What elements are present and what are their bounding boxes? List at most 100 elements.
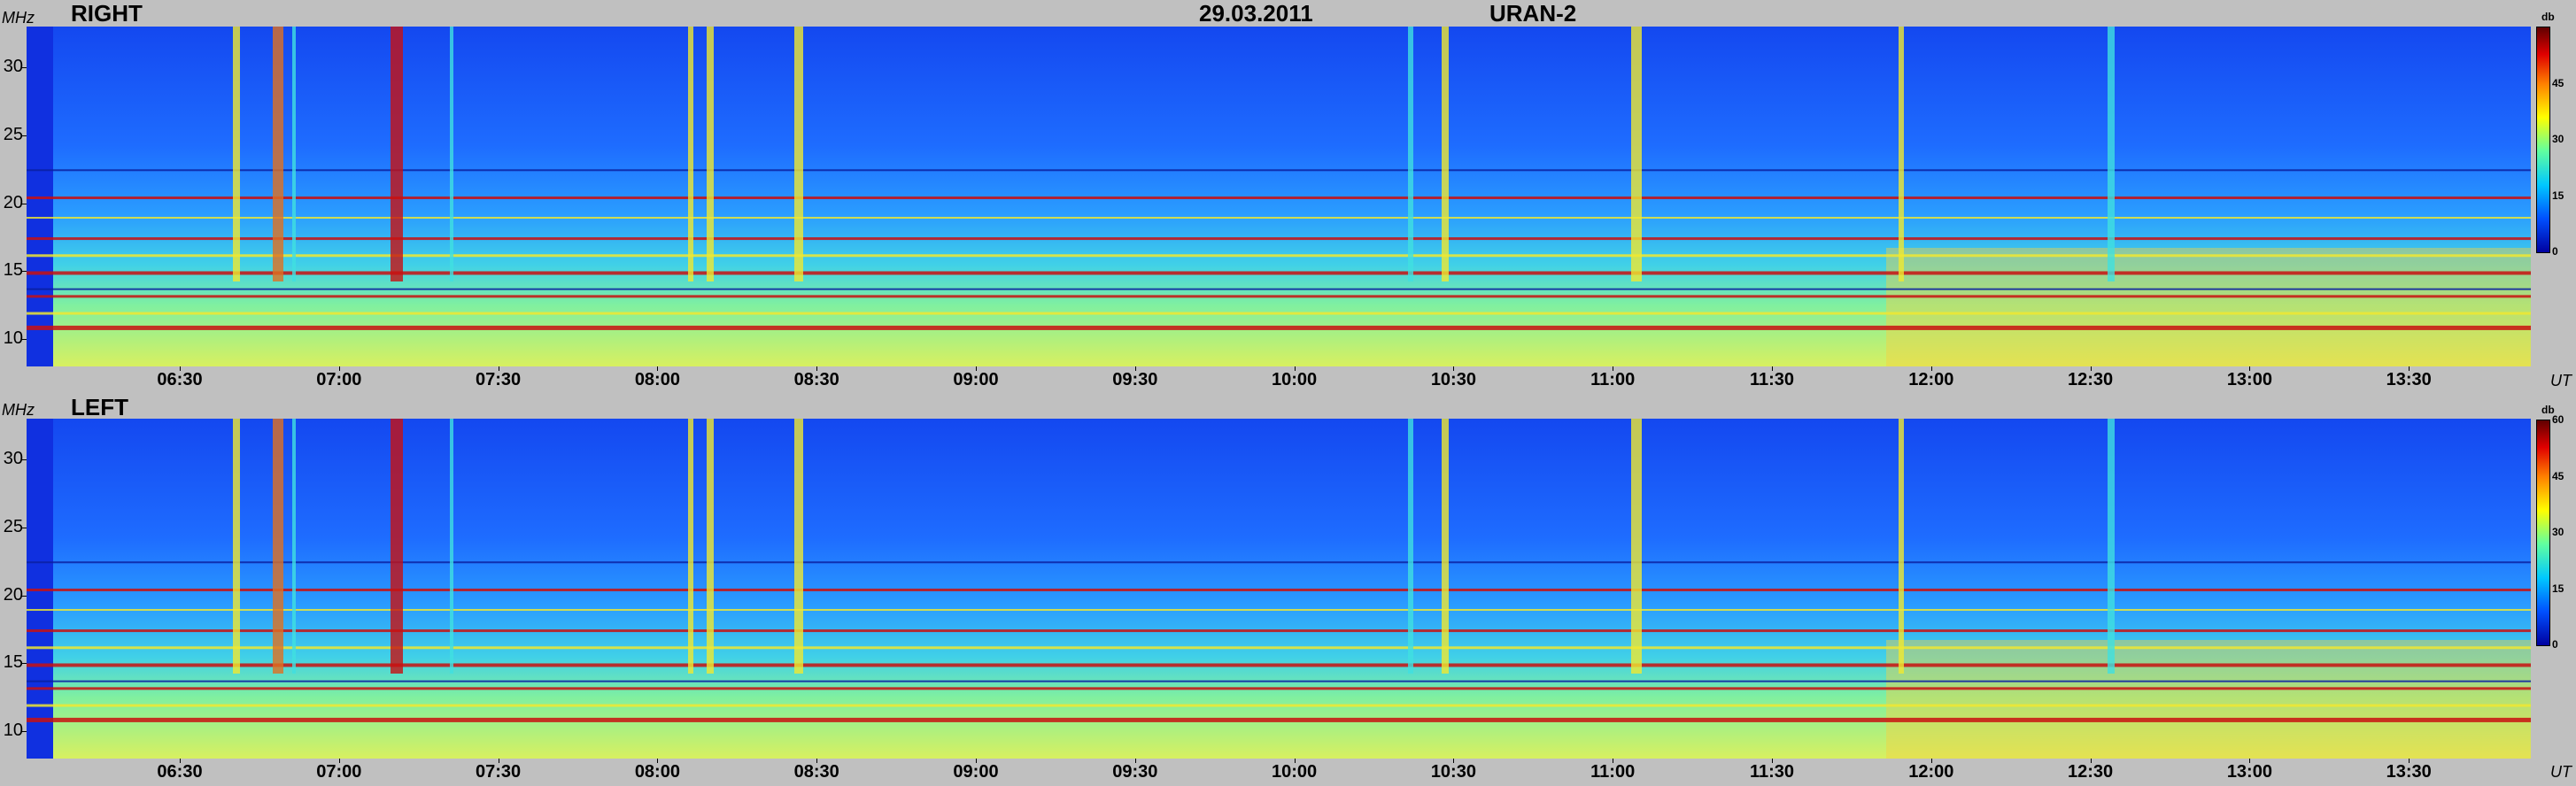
x-tick-label: 07:30 bbox=[476, 762, 522, 782]
y-tick-label: 30 bbox=[3, 57, 23, 77]
radio-burst bbox=[1899, 27, 1904, 281]
date-title: 29.03.2011 bbox=[1199, 0, 1313, 27]
radio-burst bbox=[794, 419, 803, 674]
frequency-lane bbox=[27, 680, 2531, 682]
x-tick-label: 12:30 bbox=[2068, 762, 2114, 782]
colorbar-tick-label: 0 bbox=[2552, 245, 2558, 258]
y-tick-mark bbox=[21, 271, 27, 273]
x-tick-label: 09:00 bbox=[953, 762, 999, 782]
x-tick-label: 12:30 bbox=[2068, 370, 2114, 389]
colorbar-tick-label: 45 bbox=[2552, 76, 2564, 89]
x-tick-label: 12:00 bbox=[1908, 762, 1954, 782]
radio-burst bbox=[1899, 419, 1904, 674]
radio-burst bbox=[1408, 419, 1413, 674]
x-tick-mark bbox=[1772, 759, 1773, 763]
frequency-lane bbox=[27, 295, 2531, 298]
y-tick-label: 30 bbox=[3, 449, 23, 469]
frequency-lane bbox=[27, 325, 2531, 330]
x-tick-mark bbox=[1134, 759, 1136, 763]
radio-burst bbox=[1631, 419, 1642, 674]
y-tick-label: 25 bbox=[3, 124, 23, 144]
x-tick-mark bbox=[816, 366, 818, 371]
radio-burst bbox=[707, 419, 714, 674]
x-tick-label: 07:30 bbox=[476, 370, 522, 389]
frequency-lane bbox=[27, 237, 2531, 241]
x-tick-mark bbox=[1930, 366, 1932, 371]
x-tick-mark bbox=[1134, 366, 1136, 371]
x-tick-label: 10:00 bbox=[1272, 370, 1318, 389]
instrument-title: URAN-2 bbox=[1489, 0, 1577, 27]
radio-burst bbox=[2108, 419, 2115, 674]
colorbar-unit-label: db bbox=[2541, 11, 2555, 23]
x-tick-label: 10:30 bbox=[1430, 762, 1476, 782]
colorbar-left bbox=[2536, 420, 2550, 646]
y-tick-label: 25 bbox=[3, 516, 23, 536]
x-tick-label: 13:30 bbox=[2386, 370, 2432, 389]
y-tick-mark bbox=[21, 459, 27, 461]
x-tick-label: 11:30 bbox=[1749, 370, 1795, 389]
y-tick-label: 15 bbox=[3, 260, 23, 281]
x-tick-mark bbox=[338, 759, 340, 763]
x-tick-label: 13:00 bbox=[2226, 370, 2272, 389]
frequency-lane bbox=[27, 717, 2531, 722]
frequency-lane bbox=[27, 663, 2531, 667]
spectrogram-left bbox=[27, 419, 2531, 759]
frequency-lane bbox=[27, 217, 2531, 220]
x-tick-mark bbox=[1772, 366, 1773, 371]
warm-region bbox=[1886, 248, 2531, 366]
radio-burst bbox=[1631, 27, 1642, 281]
radio-burst bbox=[688, 27, 693, 281]
y-tick-label: 10 bbox=[3, 328, 23, 349]
y-unit-label: MHz bbox=[2, 9, 35, 27]
y-tick-mark bbox=[21, 67, 27, 69]
radio-burst bbox=[391, 419, 403, 674]
radio-burst bbox=[1442, 419, 1449, 674]
y-tick-mark bbox=[21, 731, 27, 733]
colorbar-unit-label: db bbox=[2541, 404, 2555, 416]
frequency-lane bbox=[27, 646, 2531, 650]
radio-burst bbox=[707, 27, 714, 281]
x-tick-mark bbox=[180, 759, 181, 763]
x-unit-label: UT bbox=[2550, 372, 2572, 389]
x-tick-mark bbox=[1453, 366, 1455, 371]
x-tick-mark bbox=[1294, 759, 1296, 763]
radio-burst bbox=[273, 419, 283, 674]
frequency-lane bbox=[27, 271, 2531, 275]
x-tick-label: 09:00 bbox=[953, 370, 999, 389]
x-tick-mark bbox=[1453, 759, 1455, 763]
radio-burst bbox=[233, 419, 240, 674]
radio-burst bbox=[2108, 27, 2115, 281]
x-tick-mark bbox=[816, 759, 818, 763]
y-tick-label: 20 bbox=[3, 192, 23, 212]
frequency-lane bbox=[27, 196, 2531, 199]
radio-burst bbox=[450, 419, 453, 674]
x-tick-label: 11:30 bbox=[1749, 762, 1795, 782]
y-tick-mark bbox=[21, 339, 27, 341]
x-tick-label: 07:00 bbox=[316, 762, 362, 782]
colorbar-tick-label: 15 bbox=[2552, 189, 2564, 202]
frequency-lane bbox=[27, 704, 2531, 707]
x-tick-label: 11:00 bbox=[1590, 370, 1636, 389]
x-unit-label: UT bbox=[2550, 763, 2572, 781]
frequency-lane bbox=[27, 312, 2531, 315]
radio-burst bbox=[688, 419, 693, 674]
x-tick-label: 09:30 bbox=[1112, 370, 1158, 389]
x-tick-mark bbox=[1294, 366, 1296, 371]
colorbar-tick-label: 30 bbox=[2552, 526, 2564, 538]
radio-burst bbox=[292, 27, 296, 281]
x-tick-mark bbox=[180, 366, 181, 371]
radio-burst bbox=[233, 27, 240, 281]
x-tick-label: 10:00 bbox=[1272, 762, 1318, 782]
frequency-lane bbox=[27, 254, 2531, 258]
x-tick-label: 06:30 bbox=[157, 762, 203, 782]
frequency-lane bbox=[27, 687, 2531, 690]
x-tick-mark bbox=[2249, 366, 2251, 371]
x-tick-label: 08:30 bbox=[793, 370, 839, 389]
panel-title-left: LEFT bbox=[71, 394, 128, 420]
radio-burst bbox=[1408, 27, 1413, 281]
x-tick-mark bbox=[2409, 366, 2410, 371]
colorbar-tick-label: 45 bbox=[2552, 469, 2564, 482]
x-tick-label: 07:00 bbox=[316, 370, 362, 389]
x-tick-mark bbox=[976, 366, 977, 371]
radio-burst bbox=[1442, 27, 1449, 281]
